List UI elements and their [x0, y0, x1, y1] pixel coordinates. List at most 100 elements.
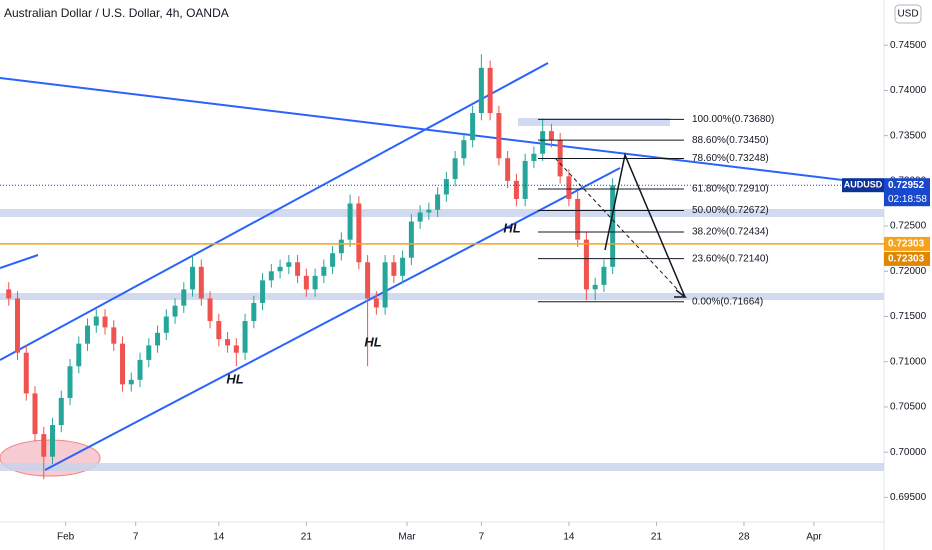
candle-body: [15, 298, 21, 353]
candle-body: [522, 160, 528, 199]
candle-body: [155, 332, 161, 346]
candle-body: [163, 316, 169, 333]
candle-body: [592, 284, 598, 290]
x-tick-label: 7: [479, 532, 485, 543]
drawings: [554, 152, 688, 298]
candle-body: [513, 180, 519, 199]
fib-label: 23.60%(0.72140): [692, 253, 769, 264]
projection-arrow: [604, 152, 686, 298]
candle-body: [111, 327, 117, 344]
fib-label: 38.20%(0.72434): [692, 227, 769, 238]
x-tick-label: Mar: [398, 532, 416, 543]
channel-lower: [44, 167, 621, 471]
candle-body: [251, 302, 257, 322]
countdown: 02:18:58: [888, 194, 927, 205]
dashed-path: [554, 157, 679, 291]
candle-body: [435, 194, 441, 210]
trend-line: [0, 254, 39, 269]
currency-button[interactable]: [894, 4, 922, 24]
candle-body: [41, 434, 47, 457]
candle-body: [286, 262, 292, 267]
candle-body: [461, 140, 467, 159]
candle-body: [67, 366, 73, 398]
y-tick-label: 0.71000: [890, 356, 927, 367]
fib-label: 78.60%(0.73248): [692, 153, 769, 164]
y-tick-label: 0.73500: [890, 130, 927, 141]
candle-body: [548, 131, 554, 141]
price-tag-label: 0.72303: [888, 254, 925, 265]
candle-body: [198, 266, 204, 299]
arrow-head: [674, 289, 688, 298]
candle-body: [426, 209, 432, 213]
candle-body: [190, 266, 196, 290]
candle-body: [312, 275, 318, 290]
candle-body: [470, 113, 476, 141]
candle-body: [531, 153, 537, 161]
chart-title: Australian Dollar / U.S. Dollar, 4h, OAN…: [4, 6, 229, 20]
candle-body: [50, 425, 56, 457]
candle-body: [102, 316, 108, 328]
trend-line: [0, 77, 885, 186]
candle-body: [610, 185, 616, 267]
candle-body: [268, 271, 274, 281]
candle-body: [321, 266, 327, 276]
x-tick-label: 21: [651, 532, 663, 543]
candle-body: [242, 321, 248, 353]
candle-body: [540, 131, 546, 154]
currency-label[interactable]: USD: [897, 9, 918, 20]
candle-body: [225, 339, 231, 346]
candle-body: [303, 275, 309, 290]
labels: 0.745000.740000.735000.730000.725000.720…: [57, 40, 930, 543]
drawings: [0, 62, 885, 477]
y-tick-label: 0.74500: [890, 40, 927, 51]
candle-body: [260, 280, 266, 303]
candle-body: [172, 305, 178, 317]
candle-body: [382, 262, 388, 308]
axes: [65, 44, 888, 526]
candle-body: [181, 289, 187, 306]
candle-body: [347, 203, 353, 240]
candle-body: [330, 253, 336, 267]
candle-body: [23, 352, 29, 394]
candle-body: [32, 393, 38, 435]
zone: [0, 209, 884, 217]
candle-body: [216, 321, 222, 340]
symbol-tag: [842, 178, 884, 193]
x-tick-label: Feb: [57, 532, 75, 543]
candle-body: [277, 266, 283, 272]
candle-body: [137, 359, 143, 380]
candle-body: [400, 257, 406, 276]
fib-label: 88.60%(0.73450): [692, 135, 769, 146]
candle-body: [365, 262, 371, 299]
fib-label: 50.00%(0.72672): [692, 205, 769, 216]
price-tag: [884, 178, 930, 207]
fib-label: 100.00%(0.73680): [692, 114, 774, 125]
candle-body: [417, 212, 423, 222]
candle-body: [373, 298, 379, 308]
candle-body: [566, 176, 572, 199]
annotation: HL: [226, 371, 243, 386]
candle-body: [93, 316, 99, 326]
y-tick-label: 0.70500: [890, 402, 927, 413]
candle-body: [146, 345, 152, 360]
candle-body: [487, 67, 493, 114]
x-tick-label: 14: [563, 532, 575, 543]
zone: [0, 463, 884, 471]
symbol-label: AUDUSD: [844, 180, 883, 190]
candle-body: [295, 262, 301, 276]
price-tag: [884, 236, 930, 251]
candle-body: [128, 379, 134, 385]
fib-label: 61.80%(0.72910): [692, 184, 769, 195]
candle-body: [338, 239, 344, 254]
annotation: HL: [503, 220, 520, 235]
candle-body: [478, 67, 484, 114]
y-tick-label: 0.74000: [890, 85, 927, 96]
candle-body: [601, 266, 607, 285]
x-tick-label: 21: [301, 532, 313, 543]
x-tick-label: 28: [738, 532, 750, 543]
candle-body: [233, 345, 239, 353]
price-tag-label: 0.72303: [888, 239, 925, 250]
annotation: HL: [364, 334, 381, 349]
y-tick-label: 0.72000: [890, 266, 927, 277]
x-tick-label: Apr: [806, 532, 822, 543]
